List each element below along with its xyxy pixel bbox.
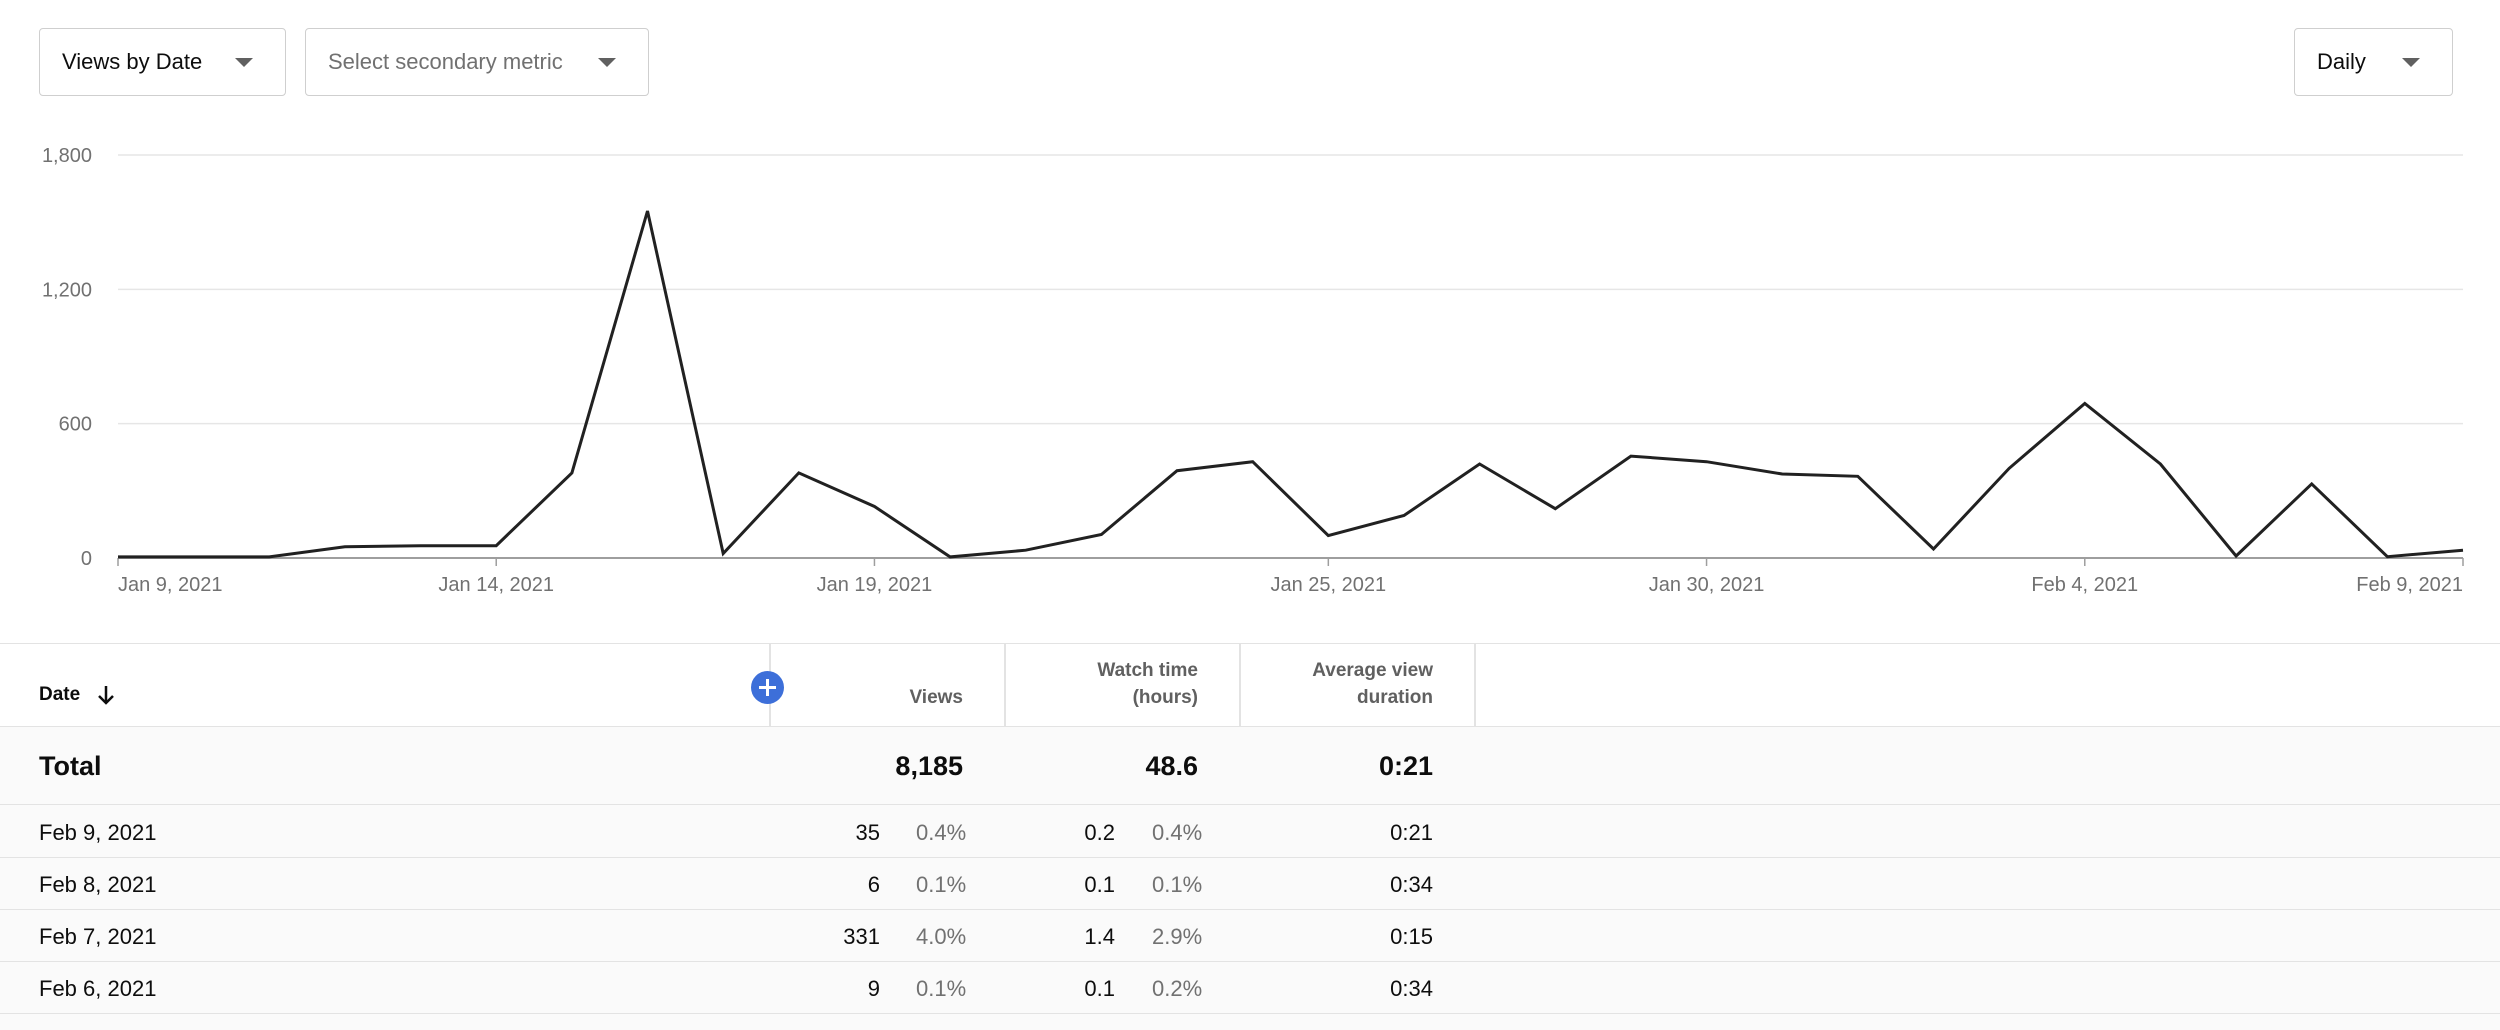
table-header-row: Date Views Watch time (hours) Average vi… xyxy=(0,644,2500,726)
row-watch-time: 0.2 xyxy=(1084,820,1115,845)
total-avg-duration: 0:21 xyxy=(1378,751,1433,781)
add-metric-button[interactable] xyxy=(751,671,784,704)
total-row: Total 8,185 48.6 0:21 xyxy=(0,727,2500,804)
x-tick-label: Jan 14, 2021 xyxy=(438,574,554,596)
table-row[interactable]: Feb 6, 2021 9 0.1% 0.1 0.2% 0:34 xyxy=(0,962,2500,1013)
row-views: 35 xyxy=(855,820,880,845)
table-row[interactable]: Feb 7, 2021 331 4.0% 1.4 2.9% 0:15 xyxy=(0,910,2500,961)
total-watch-time: 48.6 xyxy=(1145,751,1198,781)
avg-duration-column-header[interactable]: Average view duration xyxy=(1312,660,1433,708)
sort-by-date-header[interactable]: Date xyxy=(39,684,116,706)
views-line-chart: 0 600 1,200 1,800 Jan 9, 2021 Jan 14, 2021 Jan… xyxy=(42,145,2464,596)
row-date: Feb 8, 2021 xyxy=(39,872,157,897)
row-watch-pct: 0.4% xyxy=(1152,820,1203,845)
row-avg-duration: 0:21 xyxy=(1390,820,1433,845)
row-date: Feb 9, 2021 xyxy=(39,820,157,845)
chevron-down-icon xyxy=(2402,58,2420,67)
date-column-label: Date xyxy=(39,684,81,705)
row-avg-duration: 0:34 xyxy=(1390,976,1433,1001)
row-date: Feb 6, 2021 xyxy=(39,976,157,1001)
total-label: Total xyxy=(39,751,102,781)
table-row[interactable]: Feb 8, 2021 6 0.1% 0.1 0.1% 0:34 xyxy=(0,858,2500,909)
analytics-table: Date Views Watch time (hours) Average vi… xyxy=(0,643,2500,1030)
row-views-pct: 0.1% xyxy=(916,872,967,897)
y-tick-label: 0 xyxy=(81,548,92,570)
table-row[interactable]: Feb 9, 2021 35 0.4% 0.2 0.4% 0:21 xyxy=(0,805,2500,857)
arrow-down-icon xyxy=(98,686,115,705)
period-dropdown[interactable]: Daily xyxy=(2294,28,2453,96)
x-tick-label: Jan 25, 2021 xyxy=(1270,574,1386,596)
secondary-metric-label: Select secondary metric xyxy=(328,49,563,74)
chevron-down-icon xyxy=(598,58,616,67)
total-views: 8,185 xyxy=(895,751,963,781)
metric-dropdown-label: Views by Date xyxy=(62,49,203,74)
row-views: 331 xyxy=(843,924,880,949)
row-watch-time: 0.1 xyxy=(1084,976,1115,1001)
x-tick-label: Jan 19, 2021 xyxy=(817,574,933,596)
y-tick-label: 1,200 xyxy=(42,279,92,301)
row-avg-duration: 0:34 xyxy=(1390,872,1433,897)
x-tick-label: Jan 30, 2021 xyxy=(1649,574,1765,596)
row-watch-pct: 0.1% xyxy=(1152,872,1203,897)
row-avg-duration: 0:15 xyxy=(1390,924,1433,949)
row-views-pct: 0.4% xyxy=(916,820,967,845)
chevron-down-icon xyxy=(235,58,253,67)
row-watch-pct: 2.9% xyxy=(1152,924,1203,949)
x-tick-label: Feb 4, 2021 xyxy=(2031,574,2138,596)
x-tick-label: Jan 9, 2021 xyxy=(118,574,223,596)
views-column-header[interactable]: Views xyxy=(909,687,963,708)
row-views-pct: 0.1% xyxy=(916,976,967,1001)
table-row[interactable] xyxy=(0,1014,2500,1030)
row-watch-pct: 0.2% xyxy=(1152,976,1203,1001)
row-date: Feb 7, 2021 xyxy=(39,924,157,949)
series-line xyxy=(118,210,2464,559)
y-tick-label: 600 xyxy=(59,414,92,436)
row-watch-time: 1.4 xyxy=(1084,924,1115,949)
period-dropdown-label: Daily xyxy=(2317,49,2366,74)
metric-dropdown[interactable]: Views by Date xyxy=(39,28,286,96)
y-tick-label: 1,800 xyxy=(42,145,92,167)
row-views: 9 xyxy=(867,976,880,1001)
row-views-pct: 4.0% xyxy=(916,924,967,949)
row-watch-time: 0.1 xyxy=(1084,872,1115,897)
x-tick-label: Feb 9, 2021 xyxy=(2356,574,2463,596)
secondary-metric-dropdown[interactable]: Select secondary metric xyxy=(305,28,649,96)
row-views: 6 xyxy=(867,872,880,897)
watch-time-column-header[interactable]: Watch time (hours) xyxy=(1097,660,1198,708)
